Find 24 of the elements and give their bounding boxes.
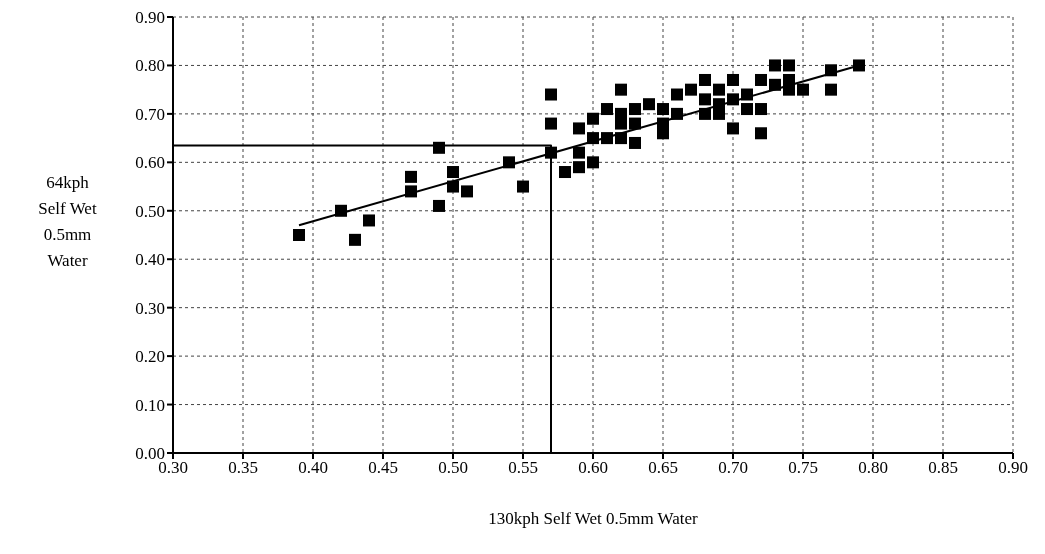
x-tick-label: 0.55 (508, 458, 538, 478)
y-tick-label: 0.80 (135, 56, 165, 76)
x-tick-label: 0.65 (648, 458, 678, 478)
x-tick-label: 0.45 (368, 458, 398, 478)
x-tick-label: 0.90 (998, 458, 1028, 478)
y-tick-label: 0.90 (135, 8, 165, 28)
y-tick-label: 0.70 (135, 104, 165, 124)
y-tick-label: 0.10 (135, 395, 165, 415)
y-axis-title: 64kph Self Wet 0.5mm Water (37, 172, 98, 272)
x-axis-title: 130kph Self Wet 0.5mm Water (488, 509, 699, 528)
x-tick-label: 0.75 (788, 458, 818, 478)
x-tick-label: 0.70 (718, 458, 748, 478)
x-tick-label: 0.80 (858, 458, 888, 478)
x-tick-label: 0.30 (158, 458, 188, 478)
x-tick-label: 0.40 (298, 458, 328, 478)
x-tick-label: 0.35 (228, 458, 258, 478)
y-tick-label: 0.30 (135, 298, 165, 318)
x-tick-label: 0.50 (438, 458, 468, 478)
y-tick-label: 0.20 (135, 347, 165, 367)
y-tick-label: 0.40 (135, 250, 165, 270)
y-tick-label: 0.60 (135, 153, 165, 173)
x-tick-label: 0.60 (578, 458, 608, 478)
y-tick-label: 0.50 (135, 201, 165, 221)
x-tick-label: 0.85 (928, 458, 958, 478)
